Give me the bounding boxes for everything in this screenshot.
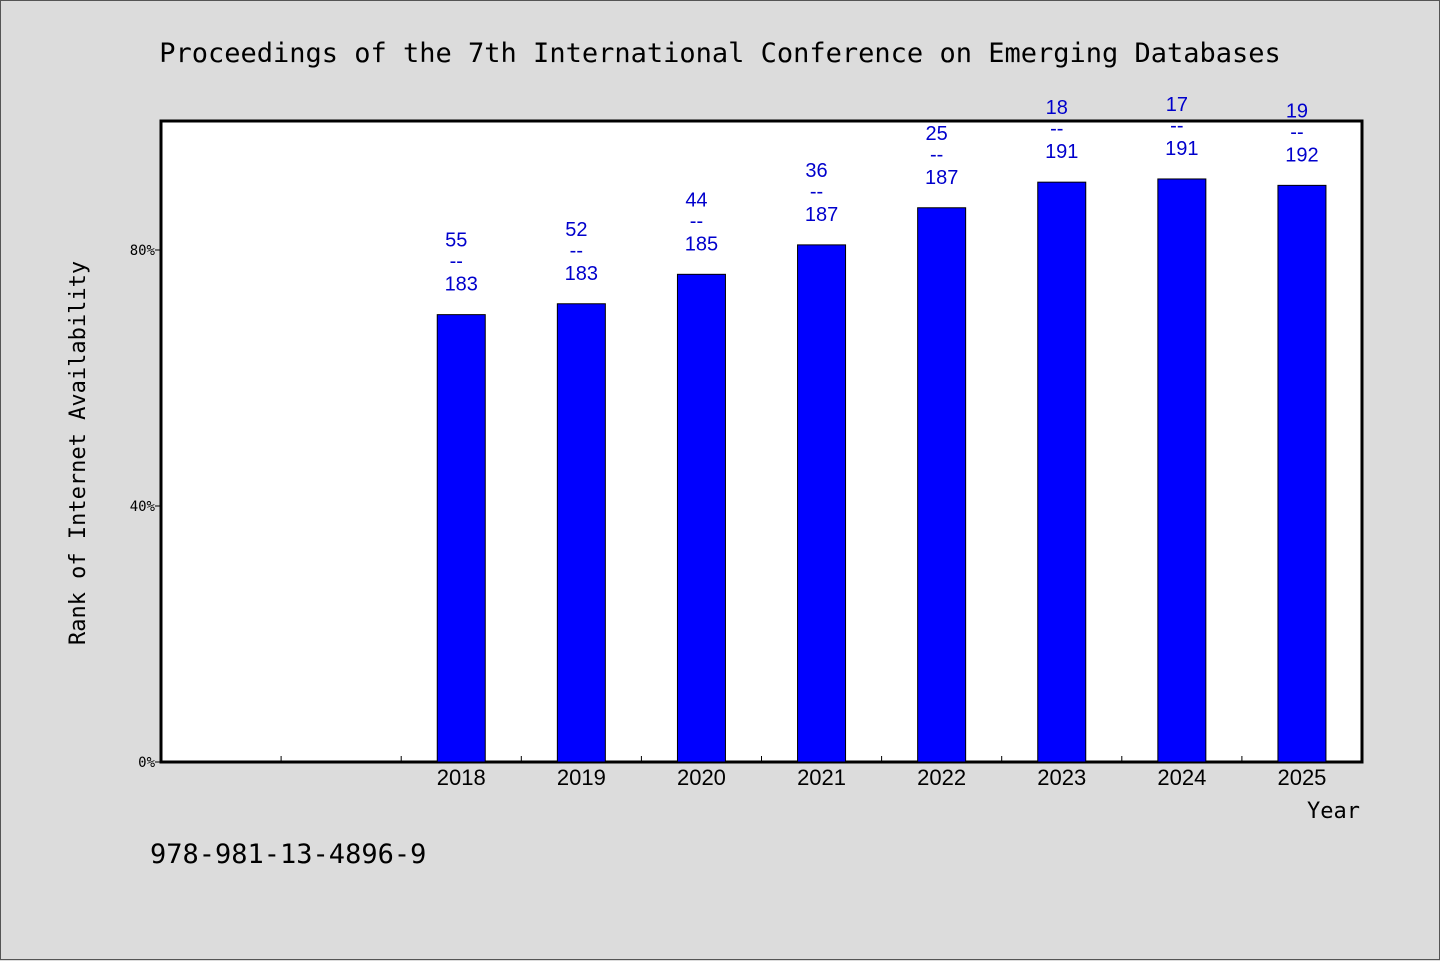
x-tick-label: 2019 — [557, 765, 606, 790]
bar-label-total: 187 — [805, 204, 838, 226]
bar — [1157, 178, 1207, 763]
bar-label-total: 191 — [1165, 138, 1198, 160]
y-tick-label: 40% — [130, 499, 156, 515]
bar — [1277, 184, 1327, 763]
x-tick-label: 2024 — [1157, 765, 1206, 790]
bar — [917, 207, 967, 763]
bar-label-total: 191 — [1045, 141, 1078, 163]
bar-label-total: 185 — [685, 233, 718, 255]
bar-label-separator: -- — [1050, 118, 1063, 140]
bar-label-total: 183 — [445, 274, 478, 296]
y-axis-label: Rank of Internet Availability — [66, 261, 91, 645]
bar-label-separator: -- — [930, 144, 943, 166]
bar-label-rank: 19 — [1286, 100, 1308, 122]
x-tick-label: 2023 — [1037, 765, 1086, 790]
bar — [556, 303, 606, 763]
bar-label-separator: -- — [450, 251, 463, 273]
bar-label-rank: 25 — [926, 123, 948, 145]
x-axis-label: Year — [1307, 799, 1360, 824]
bar-label-rank: 44 — [685, 189, 707, 211]
bar-label-separator: -- — [690, 210, 703, 232]
bar-label-separator: -- — [1290, 121, 1303, 143]
x-tick-label: 2025 — [1277, 765, 1326, 790]
bar-label-rank: 55 — [445, 230, 467, 252]
isbn-text: 978-981-13-4896-9 — [150, 839, 426, 870]
chart-title: Proceedings of the 7th International Con… — [159, 38, 1281, 69]
bar-label-separator: -- — [810, 181, 823, 203]
x-tick-label: 2022 — [917, 765, 966, 790]
bar — [1037, 181, 1087, 763]
bar-label-total: 187 — [925, 167, 958, 189]
bar — [797, 244, 847, 763]
bar — [436, 314, 486, 763]
x-tick-label: 2018 — [437, 765, 486, 790]
bar-label-rank: 18 — [1046, 97, 1068, 119]
bar — [676, 273, 726, 763]
bar-label-total: 183 — [565, 263, 598, 285]
bar-label-rank: 36 — [805, 160, 827, 182]
bar-label-rank: 52 — [565, 219, 587, 241]
x-tick-label: 2020 — [677, 765, 726, 790]
y-tick-label: 0% — [138, 755, 155, 771]
bar-label-separator: -- — [1170, 115, 1183, 137]
chart-marks: 0%40%80%201855--183201952--183202044--18… — [130, 94, 1327, 790]
bar-label-rank: 17 — [1166, 94, 1188, 116]
y-tick-label: 80% — [130, 243, 156, 259]
bar-label-separator: -- — [570, 240, 583, 262]
bar-label-total: 192 — [1285, 144, 1318, 166]
x-tick-label: 2021 — [797, 765, 846, 790]
